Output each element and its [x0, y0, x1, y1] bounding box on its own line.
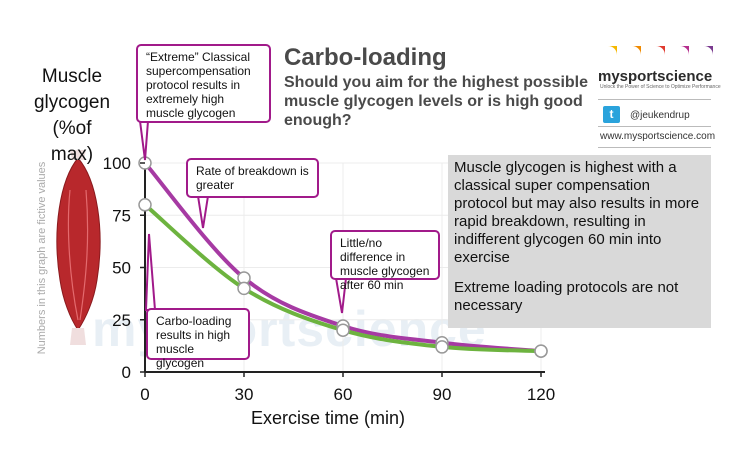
x-tick-label: 120 [527, 385, 555, 404]
info-box: Muscle glycogen is highest with a classi… [448, 155, 711, 328]
callout-rate: Rate of breakdown is greater [186, 158, 319, 198]
y-tick-label: 50 [112, 259, 131, 278]
website-link[interactable]: www.mysportscience.com [600, 131, 716, 142]
y-tick-label: 0 [122, 363, 131, 382]
muscle-icon [56, 157, 101, 331]
x-tick-label: 90 [433, 385, 452, 404]
data-point [534, 344, 548, 358]
info-paragraph-2: Extreme loading protocols are not necess… [454, 279, 679, 314]
brand-tagline: Unlock the Power of Science to Optimize … [600, 84, 721, 90]
brand-logo-dot [671, 46, 689, 55]
brand-logo-dot [647, 46, 665, 55]
callout-difference: Little/no difference in muscle glycogen … [330, 230, 440, 292]
y-axis-label: Muscle glycogen (%of max) [32, 64, 112, 168]
fictive-values-note: Numbers in this graph are fictive values [36, 161, 48, 355]
x-axis-label: Exercise time (min) [251, 408, 405, 428]
x-tick-label: 60 [334, 385, 353, 404]
info-paragraph-1: Muscle glycogen is highest with a classi… [454, 159, 700, 266]
divider [598, 99, 711, 100]
twitter-icon[interactable]: t [603, 106, 620, 123]
data-point [237, 281, 251, 296]
chart-title: Carbo-loading [284, 44, 447, 71]
twitter-handle[interactable]: @jeukendrup [630, 110, 690, 121]
data-point [435, 340, 449, 354]
x-tick-label: 0 [140, 385, 149, 404]
data-point [138, 198, 152, 212]
brand-logo-dot [599, 46, 617, 55]
y-tick-label: 75 [112, 206, 131, 225]
y-axis-label-line: (%of max) [50, 118, 94, 165]
y-tick-label: 100 [103, 154, 131, 173]
divider [598, 147, 711, 148]
brand-logo-dot [623, 46, 641, 55]
y-tick-label: 25 [112, 311, 131, 330]
callout-carbo: Carbo-loading results in high muscle gly… [146, 308, 250, 370]
y-axis-label-line: glycogen [33, 92, 111, 113]
data-point [336, 323, 350, 337]
y-axis-label-line: Muscle [41, 66, 103, 87]
brand-logo-dot [695, 46, 713, 55]
brand-name: mysportscience [598, 68, 713, 85]
callout-pointer [144, 233, 157, 311]
callout-pointer [196, 195, 210, 229]
chart-subtitle: Should you aim for the highest possible … [284, 74, 589, 129]
callout-extreme: “Extreme” Classical supercompensation pr… [136, 44, 271, 123]
muscle-illustration [56, 150, 101, 345]
x-tick-label: 30 [235, 385, 254, 404]
divider [598, 126, 711, 127]
callout-pointer [138, 120, 150, 161]
